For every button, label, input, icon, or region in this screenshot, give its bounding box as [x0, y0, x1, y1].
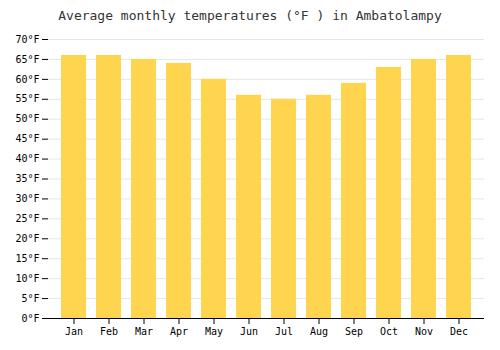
svg-text:0°F: 0°F — [21, 313, 39, 324]
svg-text:10°F: 10°F — [15, 273, 39, 284]
svg-text:Jun: Jun — [240, 326, 258, 337]
svg-text:Feb: Feb — [100, 326, 118, 337]
svg-text:Nov: Nov — [415, 326, 433, 337]
svg-text:Oct: Oct — [380, 326, 398, 337]
svg-text:20°F: 20°F — [15, 233, 39, 244]
svg-text:55°F: 55°F — [15, 93, 39, 104]
svg-text:45°F: 45°F — [15, 133, 39, 144]
svg-text:35°F: 35°F — [15, 173, 39, 184]
svg-text:5°F: 5°F — [21, 293, 39, 304]
svg-text:65°F: 65°F — [15, 54, 39, 65]
svg-text:Aug: Aug — [310, 326, 328, 337]
svg-text:70°F: 70°F — [15, 34, 39, 45]
svg-text:25°F: 25°F — [15, 213, 39, 224]
svg-text:May: May — [205, 326, 223, 337]
svg-text:Dec: Dec — [450, 326, 468, 337]
svg-text:60°F: 60°F — [15, 74, 39, 85]
svg-text:Jul: Jul — [275, 326, 293, 337]
svg-text:Mar: Mar — [135, 326, 153, 337]
svg-text:Apr: Apr — [170, 326, 188, 337]
svg-text:50°F: 50°F — [15, 113, 39, 124]
svg-text:Sep: Sep — [345, 326, 363, 337]
html-text:Average monthly temperatures (: Average monthly temperatures (°F ) in Am… — [58, 8, 442, 23]
svg-text:40°F: 40°F — [15, 153, 39, 164]
svg-text:15°F: 15°F — [15, 253, 39, 264]
svg-text:Jan: Jan — [65, 326, 83, 337]
svg-text:30°F: 30°F — [15, 193, 39, 204]
